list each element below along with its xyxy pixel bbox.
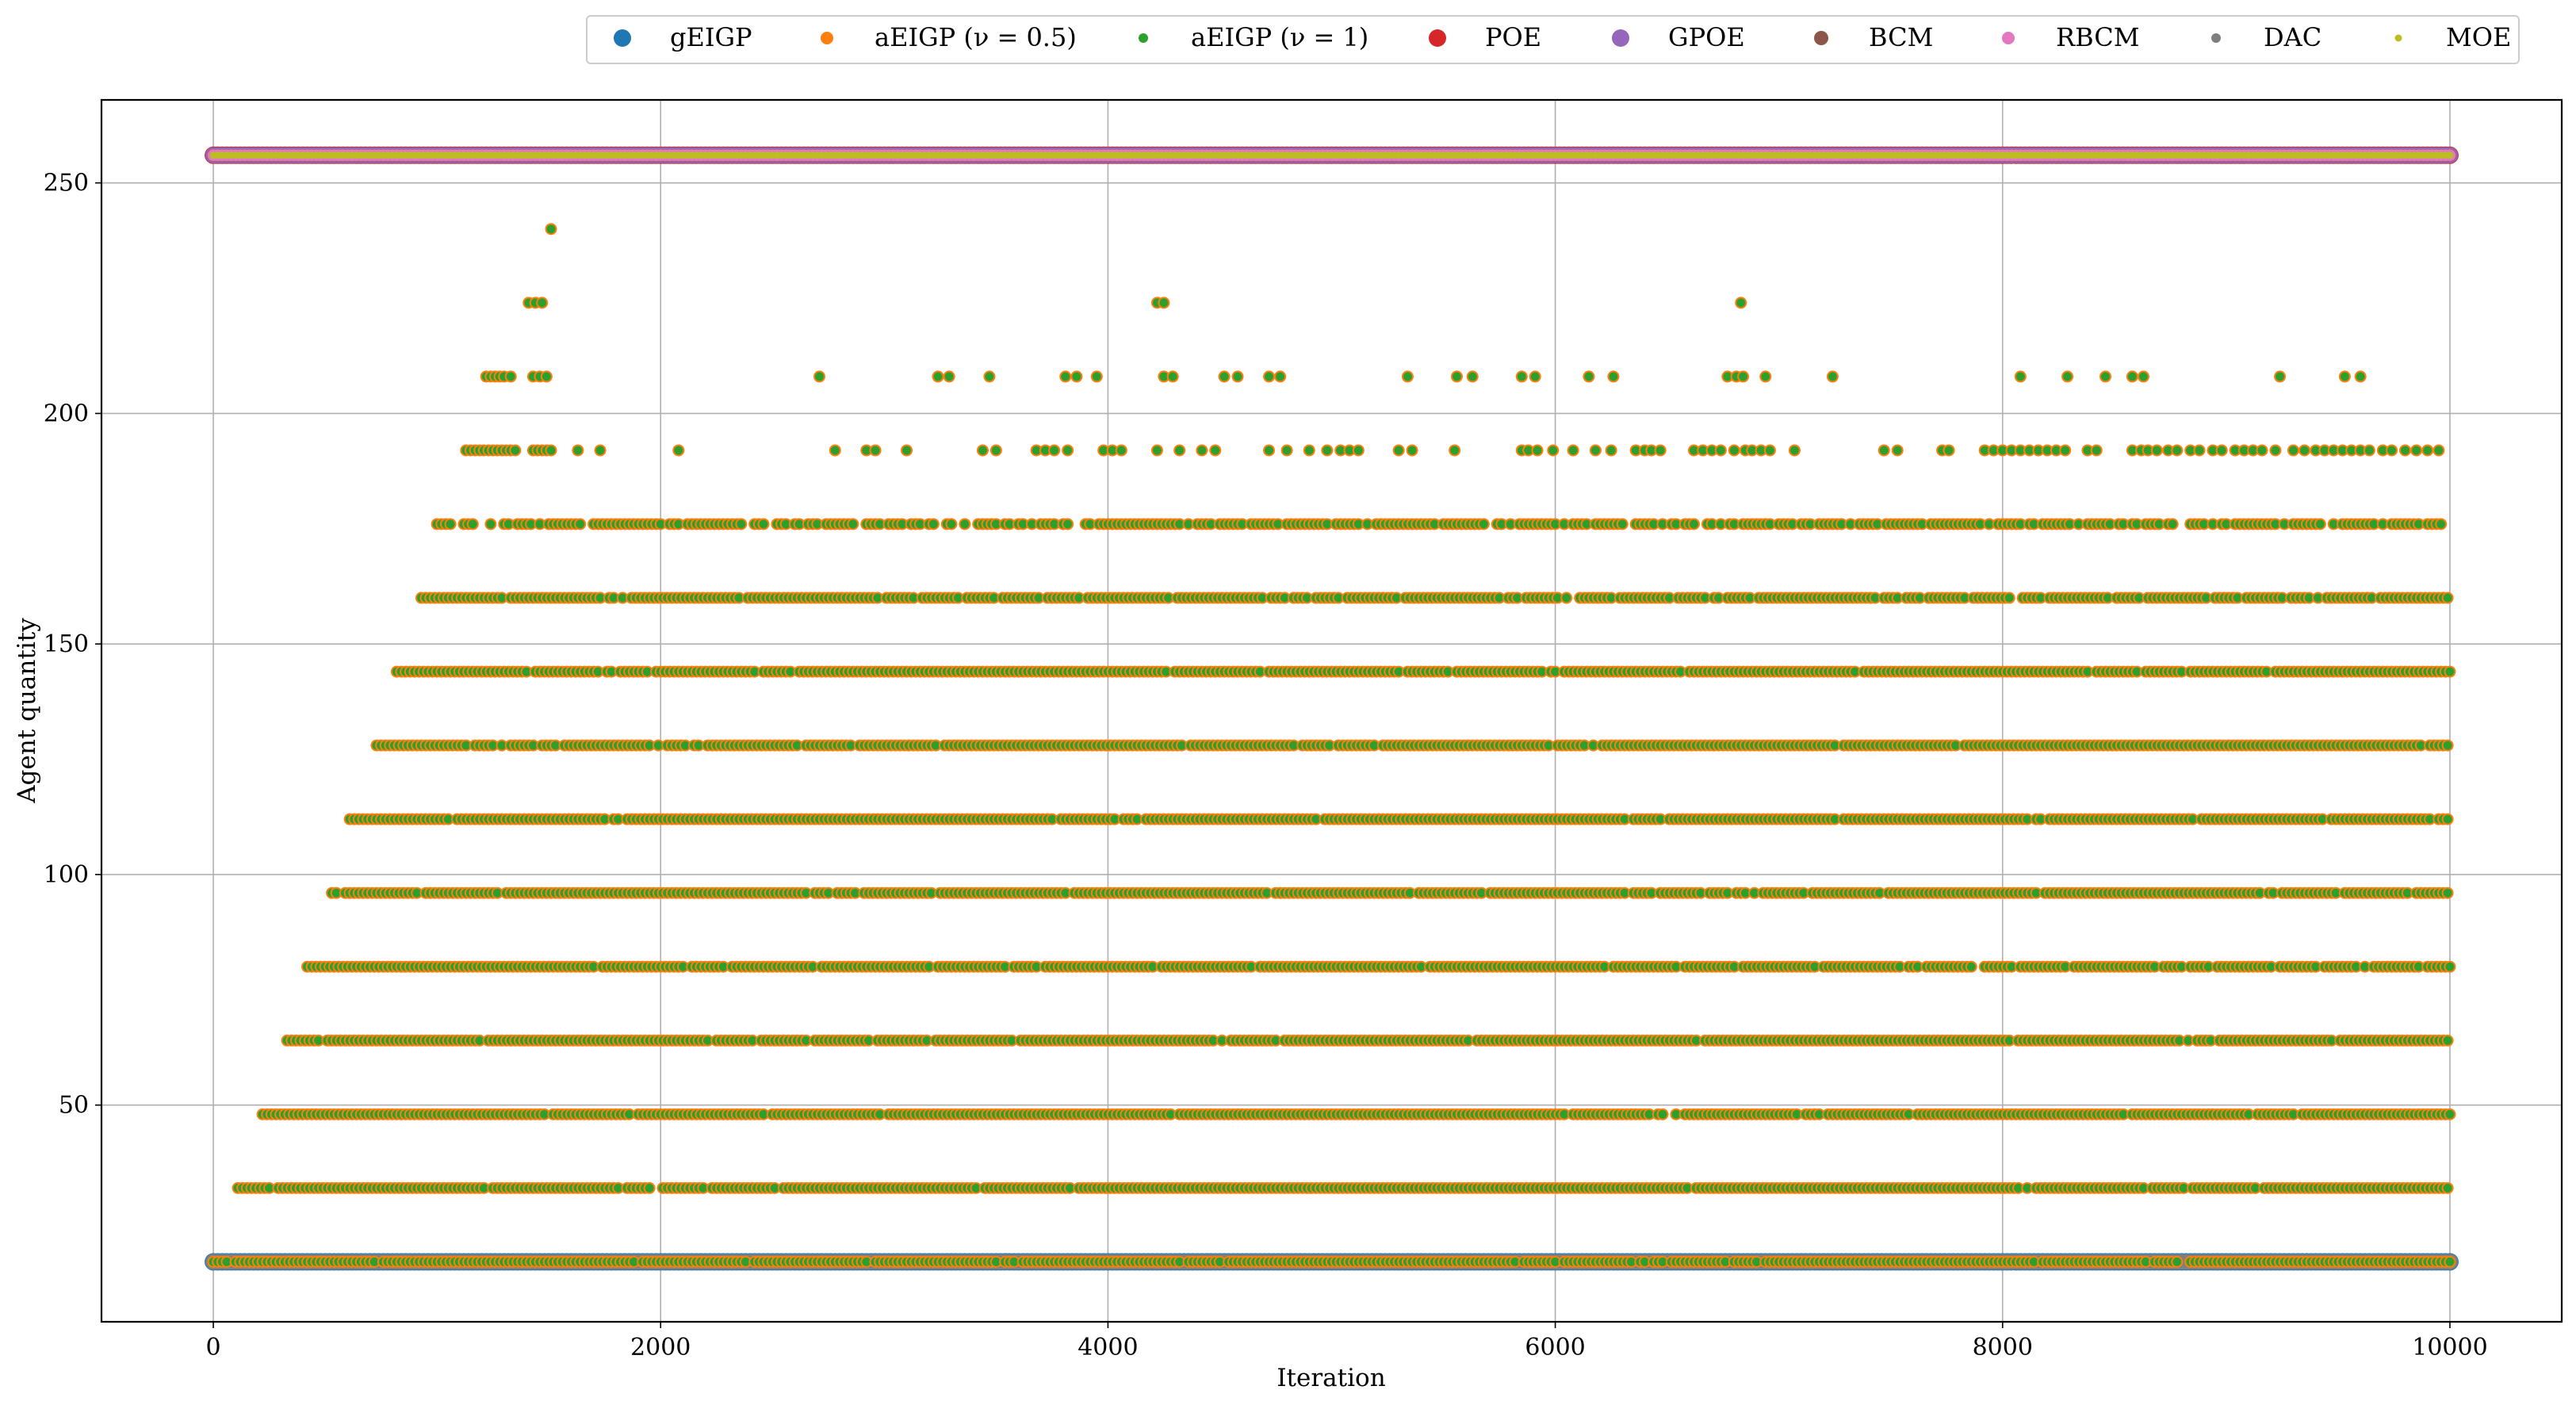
aeigp-nu1-point <box>2445 1257 2455 1266</box>
data-points <box>205 146 2459 1271</box>
aeigp-nu1-point <box>2172 1257 2182 1266</box>
moe-point <box>2446 151 2454 159</box>
grid-lines <box>101 100 2562 1322</box>
aeigp-nu1-point <box>645 1183 654 1193</box>
